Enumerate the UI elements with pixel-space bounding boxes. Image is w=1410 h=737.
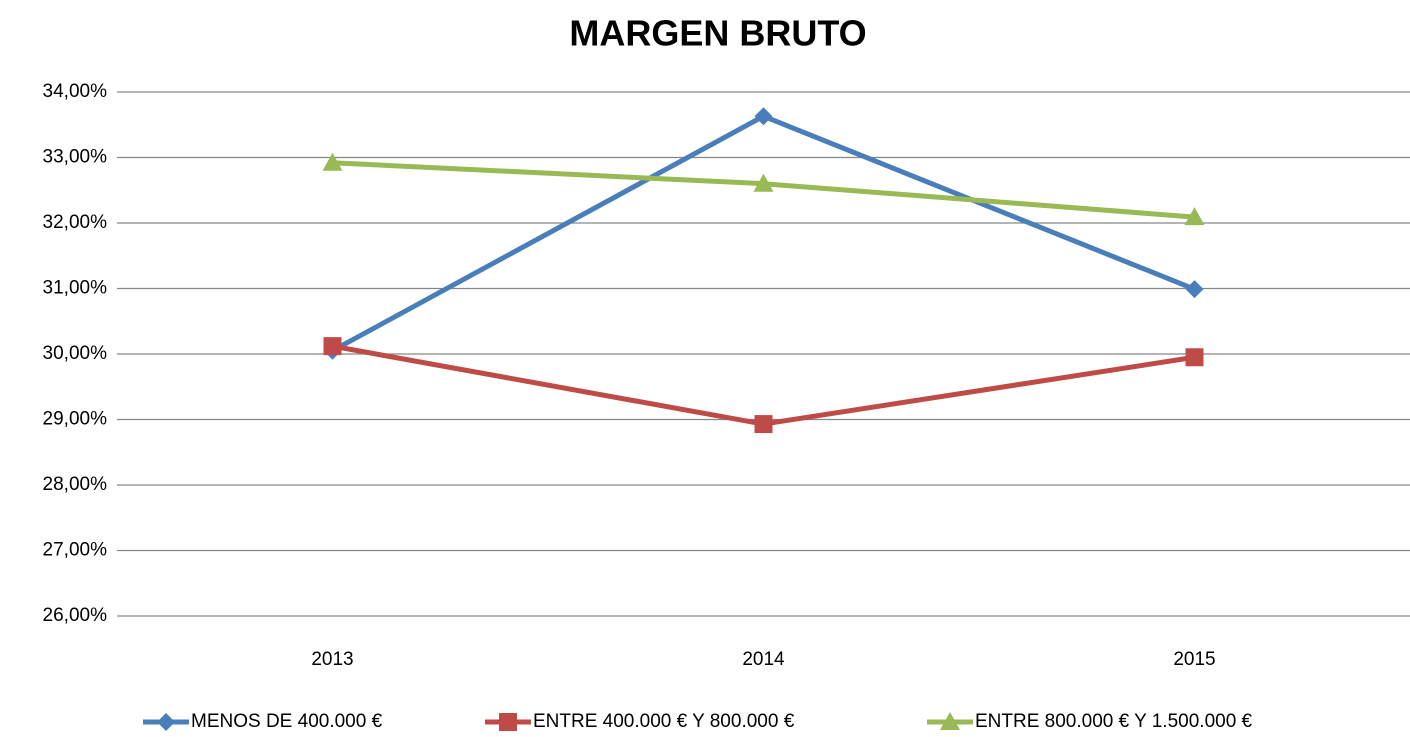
marker — [1185, 348, 1204, 367]
series-line — [331, 113, 1196, 353]
x-tick-label: 2014 — [742, 649, 785, 670]
y-tick-label: 29,00% — [43, 409, 108, 430]
y-tick-label: 34,00% — [43, 81, 108, 102]
y-tick-label: 27,00% — [43, 540, 108, 561]
y-tick-label: 33,00% — [43, 147, 108, 168]
marker — [323, 337, 342, 356]
series-line — [332, 343, 1195, 427]
marker — [940, 712, 960, 730]
chart-title: MARGEN BRUTO — [569, 13, 866, 54]
marker — [753, 173, 774, 192]
y-tick-label: 30,00% — [43, 343, 108, 364]
marker — [322, 152, 343, 171]
legend-label: ENTRE 400.000 € Y 800.000 € — [533, 711, 795, 732]
y-tick-label: 26,00% — [43, 605, 108, 626]
legend-label: MENOS DE 400.000 € — [191, 711, 383, 732]
marker — [1184, 207, 1205, 226]
y-tick-label: 28,00% — [43, 474, 108, 495]
y-tick-label: 31,00% — [43, 278, 108, 299]
marker — [754, 415, 773, 434]
x-tick-label: 2013 — [311, 649, 353, 670]
marker — [157, 713, 175, 731]
marker — [499, 713, 517, 731]
x-tick-label: 2015 — [1173, 649, 1215, 670]
marker — [754, 107, 773, 126]
marker — [1185, 280, 1204, 299]
legend-label: ENTRE 800.000 € Y 1.500.000 € — [975, 711, 1253, 732]
y-tick-label: 32,00% — [43, 212, 108, 233]
